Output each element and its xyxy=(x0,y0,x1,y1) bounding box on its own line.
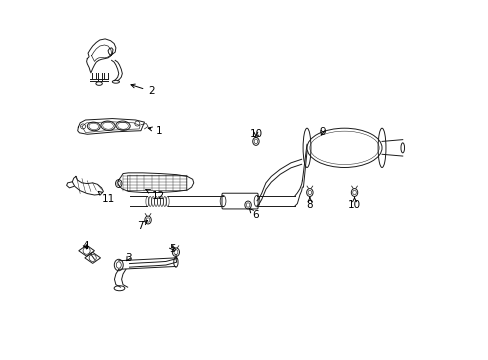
Text: 8: 8 xyxy=(306,197,312,210)
Text: 11: 11 xyxy=(98,192,114,204)
Text: 2: 2 xyxy=(131,84,155,96)
Text: 5: 5 xyxy=(169,244,175,253)
Text: 7: 7 xyxy=(137,221,147,231)
Text: 6: 6 xyxy=(248,208,258,220)
Text: 1: 1 xyxy=(148,126,163,136)
Text: 4: 4 xyxy=(82,241,89,251)
Text: 3: 3 xyxy=(125,253,131,263)
Text: 10: 10 xyxy=(347,197,360,210)
Text: 10: 10 xyxy=(249,129,262,139)
Text: 9: 9 xyxy=(318,127,325,137)
Text: 12: 12 xyxy=(145,189,164,201)
